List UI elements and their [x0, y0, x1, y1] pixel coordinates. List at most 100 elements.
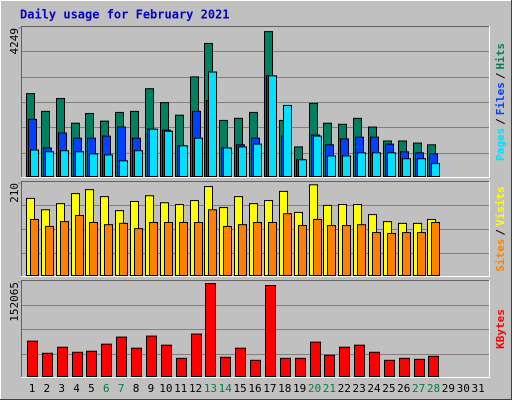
bar	[57, 346, 68, 377]
bar	[298, 225, 307, 276]
bar	[372, 232, 381, 276]
bar	[372, 152, 381, 177]
bar	[342, 225, 351, 276]
bar	[149, 128, 158, 178]
x-tick-label: 30	[457, 382, 470, 395]
legend-separator: /	[494, 229, 507, 236]
x-tick-label: 7	[118, 382, 125, 395]
legend-entry: Hits	[494, 43, 507, 70]
x-tick-label: 2	[44, 382, 51, 395]
bar	[387, 232, 396, 276]
bar	[27, 340, 38, 378]
x-tick-label: 19	[293, 382, 306, 395]
bar	[75, 151, 84, 177]
bar	[238, 146, 247, 178]
x-tick-label: 14	[219, 382, 233, 395]
bar	[89, 221, 98, 277]
bar	[342, 155, 351, 177]
x-tick-label: 12	[189, 382, 202, 395]
bar	[313, 135, 322, 177]
bar	[104, 154, 113, 177]
bar	[134, 150, 143, 177]
bar	[45, 225, 54, 276]
bar	[324, 354, 335, 377]
bar	[327, 155, 336, 177]
x-tick-label: 23	[353, 382, 366, 395]
legend: Sites / Visits	[494, 186, 507, 272]
x-tick-label: 22	[338, 382, 351, 395]
bar	[45, 151, 54, 177]
y-tick-label: 152065	[8, 282, 21, 322]
x-tick-label: 9	[148, 382, 155, 395]
bar	[431, 221, 440, 277]
bar	[134, 228, 143, 276]
legend-entry: Files	[494, 82, 507, 115]
bar	[235, 347, 246, 377]
x-tick-label: 26	[397, 382, 410, 395]
x-tick-label: 11	[174, 382, 187, 395]
bar	[208, 71, 217, 177]
bar	[220, 356, 231, 378]
x-tick-label: 31	[471, 382, 484, 395]
bar	[431, 163, 440, 177]
x-tick-label: 27	[412, 382, 425, 395]
x-tick-label: 5	[88, 382, 95, 395]
x-tick-label: 4	[73, 382, 80, 395]
bar	[313, 218, 322, 277]
bar	[265, 285, 276, 377]
bar	[179, 221, 188, 277]
x-tick-label: 29	[442, 382, 455, 395]
x-tick-label: 21	[323, 382, 336, 395]
bar	[223, 225, 232, 276]
y-tick-label: 4249	[8, 28, 21, 55]
bar	[119, 222, 128, 277]
bar	[30, 218, 39, 277]
bar	[283, 213, 292, 277]
bar	[191, 333, 202, 377]
x-tick-label: 20	[308, 382, 321, 395]
x-tick-label: 18	[278, 382, 291, 395]
bar	[149, 221, 158, 277]
x-tick-label: 6	[103, 382, 110, 395]
bar	[253, 143, 262, 177]
bar	[42, 352, 53, 377]
bar	[384, 359, 395, 377]
bar	[194, 221, 203, 277]
bar	[357, 152, 366, 177]
bar	[417, 232, 426, 276]
bar	[72, 351, 83, 377]
bar	[161, 344, 172, 377]
legend-separator: /	[494, 72, 507, 79]
bar	[194, 137, 203, 178]
legend: KBytes	[494, 309, 507, 349]
bar	[208, 209, 217, 277]
bar	[250, 359, 261, 377]
bar	[238, 224, 247, 276]
bar	[146, 335, 157, 377]
legend-entry: KBytes	[494, 309, 507, 349]
bar	[402, 158, 411, 178]
x-tick-label: 17	[263, 382, 276, 395]
bar	[428, 355, 439, 378]
x-tick-label: 10	[159, 382, 172, 395]
bar	[60, 221, 69, 277]
y-tick-label: 210	[8, 183, 21, 203]
bar	[116, 336, 127, 378]
bar	[402, 232, 411, 276]
bar	[354, 344, 365, 377]
x-tick-label: 16	[248, 382, 261, 395]
bar	[295, 357, 306, 378]
bar	[104, 224, 113, 276]
bar	[164, 221, 173, 277]
x-tick-label: 1	[29, 382, 36, 395]
legend: Pages / Files / Hits	[494, 43, 507, 161]
bar	[283, 104, 292, 177]
x-tick-label: 25	[382, 382, 395, 395]
bar	[268, 221, 277, 277]
x-tick-label: 28	[427, 382, 440, 395]
legend-separator: /	[494, 118, 507, 125]
bar	[414, 358, 425, 378]
bar	[89, 153, 98, 177]
bar	[417, 158, 426, 178]
